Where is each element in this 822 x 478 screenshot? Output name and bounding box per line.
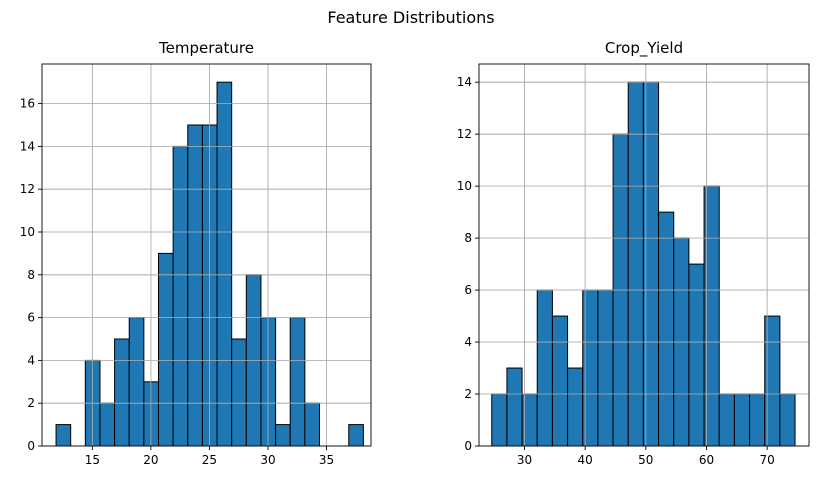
- temperature-title: Temperature: [158, 39, 254, 57]
- temperature-x-tick-label: 30: [260, 453, 275, 467]
- temperature-y-tick-label: 10: [20, 225, 35, 239]
- crop-yield-title: Crop_Yield: [605, 39, 683, 58]
- crop-yield-y-tick-label: 8: [464, 231, 472, 245]
- crop-yield-bar: [506, 367, 523, 447]
- crop-yield-bar: [567, 367, 584, 447]
- temperature-bar: [275, 424, 291, 447]
- crop-yield-bar: [718, 393, 735, 447]
- crop-yield-bar: [536, 289, 553, 447]
- crop-yield-y-tick-label: 4: [464, 335, 472, 349]
- temperature-bar: [304, 402, 320, 447]
- crop-yield-bar: [749, 393, 766, 447]
- temperature-x-tick-label: 25: [202, 453, 217, 467]
- crop-yield-bar: [779, 393, 796, 447]
- temperature-bar: [172, 145, 189, 447]
- temperature-axes-frame: [41, 63, 372, 447]
- temperature-x-tick-label: 20: [143, 453, 158, 467]
- crop-yield-bar: [597, 289, 614, 447]
- temperature-bar: [157, 252, 174, 447]
- crop-yield-bar: [627, 81, 644, 447]
- crop-yield-bar: [658, 211, 675, 447]
- temperature-y-tick-label: 0: [27, 439, 35, 453]
- crop-yield-y-tick-label: 0: [464, 439, 472, 453]
- temperature-bar: [99, 402, 116, 447]
- temperature-bar: [128, 317, 145, 447]
- temperature-y-tick-label: 8: [27, 268, 35, 282]
- crop-yield-y-tick-label: 12: [457, 127, 472, 141]
- crop-yield-bar: [491, 393, 508, 447]
- crop-yield-y-tick-label: 2: [464, 387, 472, 401]
- temperature-y-tick-label: 6: [27, 311, 35, 325]
- crop-yield-x-tick-label: 50: [638, 453, 653, 467]
- crop-yield-bar: [688, 263, 705, 447]
- crop-yield-y-tick-label: 10: [457, 179, 472, 193]
- crop-yield-x-tick-label: 70: [760, 453, 775, 467]
- crop-yield-x-tick-label: 60: [699, 453, 714, 467]
- temperature-bar: [289, 317, 306, 447]
- temperature-bar: [348, 424, 364, 447]
- temperature-bar: [55, 424, 72, 447]
- temperature-y-tick-label: 12: [20, 182, 35, 196]
- crop-yield-x-tick-label: 40: [578, 453, 593, 467]
- temperature-y-tick-label: 4: [27, 353, 35, 367]
- crop-yield-y-tick-label: 6: [464, 283, 472, 297]
- crop-yield-bar: [733, 393, 751, 447]
- temperature-y-tick-label: 2: [27, 396, 35, 410]
- crop-yield-x-tick-label: 30: [517, 453, 532, 467]
- figure-title: Feature Distributions: [327, 8, 495, 27]
- temperature-y-tick-label: 16: [20, 97, 35, 111]
- temperature-bar: [231, 338, 247, 447]
- temperature-y-tick-label: 14: [20, 139, 35, 153]
- crop-yield-bar: [551, 315, 569, 447]
- crop-yield-axes-frame: [478, 63, 810, 447]
- crop-yield-histogram: 30 40 50 60 70 0 2 4 6 8 10 12 14 Crop_Yield: [457, 39, 810, 467]
- temperature-bar: [114, 338, 130, 447]
- temperature-x-tick-label: 15: [85, 453, 100, 467]
- temperature-x-tick-label: 35: [319, 453, 334, 467]
- temperature-histogram: 15 20 25 30 35 0 2 4 6 8 10 12 14 16 Temperature: [20, 39, 372, 467]
- temperature-bar: [216, 81, 233, 447]
- crop-yield-y-tick-label: 14: [457, 75, 472, 89]
- temperature-bar: [187, 124, 203, 447]
